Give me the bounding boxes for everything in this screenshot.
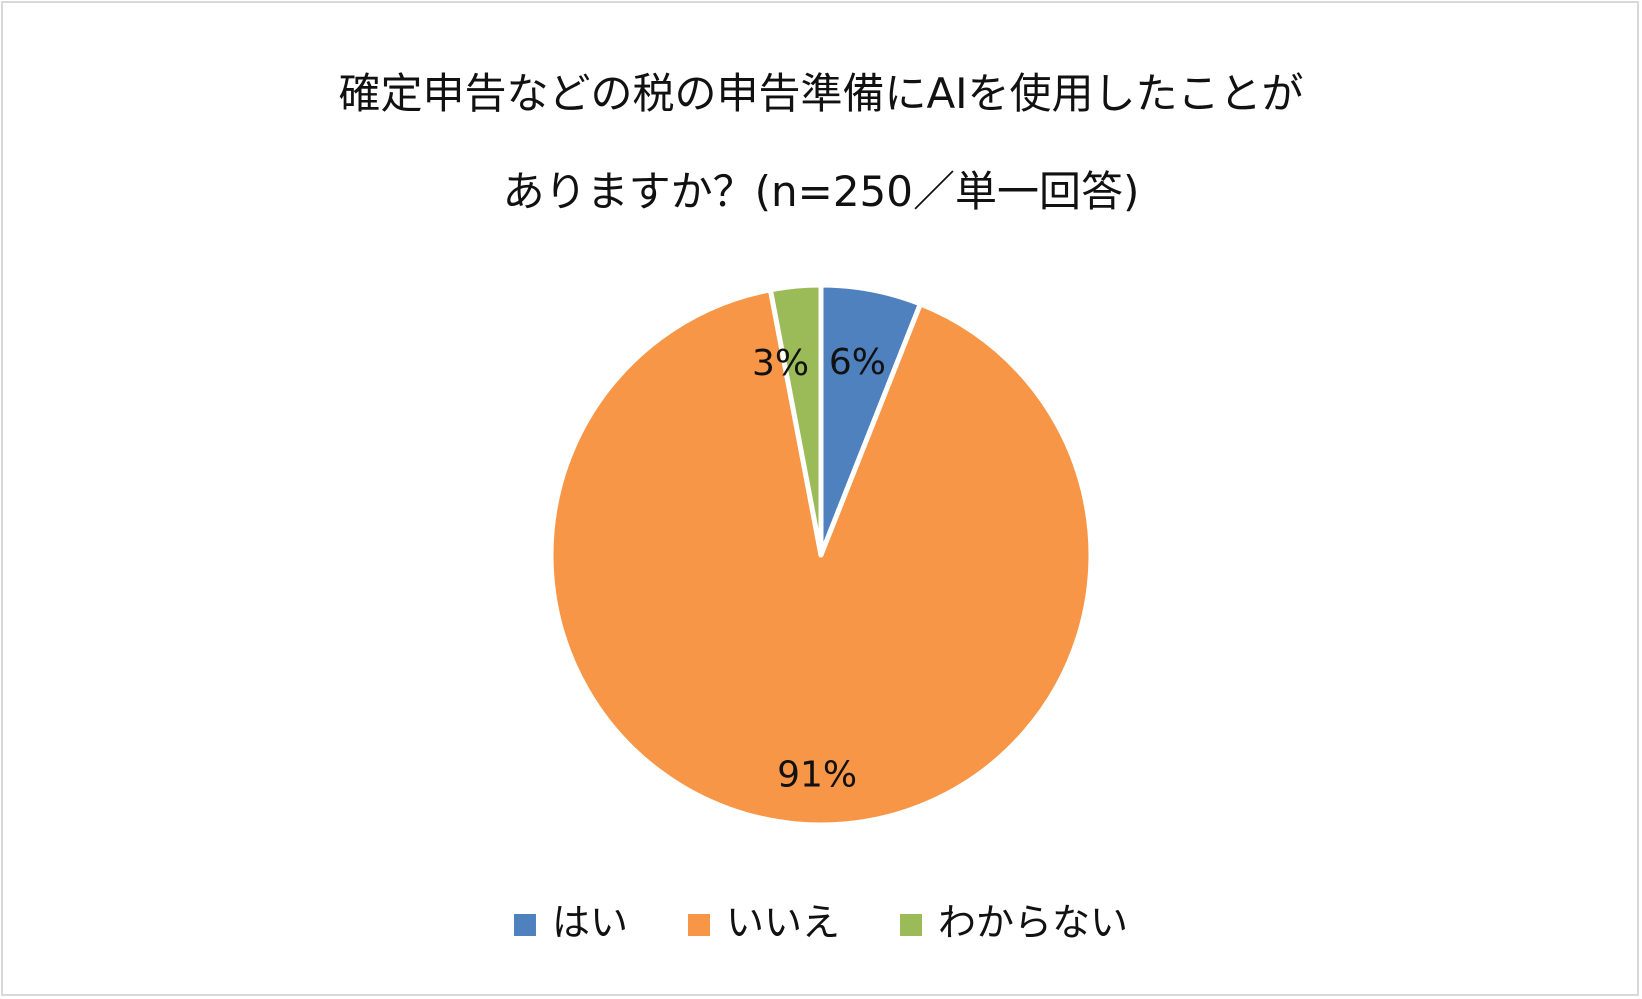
legend-label-2: いいえ xyxy=(726,901,840,945)
legend-item-1: はい xyxy=(513,901,628,945)
legend-item-2: いいえ xyxy=(687,901,840,945)
legend-swatch-2 xyxy=(687,914,710,936)
data-label-1: 6% xyxy=(829,342,886,383)
data-label-2: 91% xyxy=(777,754,857,795)
chart-legend: はい いいえ わからない xyxy=(513,901,1128,945)
data-label-3: 3% xyxy=(752,343,809,384)
legend-swatch-1 xyxy=(513,914,536,936)
legend-label-3: わからない xyxy=(938,901,1128,945)
pie-slice-3 xyxy=(767,282,824,558)
legend-label-1: はい xyxy=(552,901,628,945)
legend-item-3: わからない xyxy=(900,901,1128,945)
chart-title-line-1: 確定申告などの税の申告準備にAIを使用したことが xyxy=(338,69,1304,118)
pie-data-labels: 6% 91% 3% xyxy=(752,342,886,795)
legend-swatch-3 xyxy=(900,914,923,936)
chart-title-line-2: ありますか？(n=250／単一回答) xyxy=(502,167,1140,216)
pie-slices xyxy=(548,282,1094,828)
